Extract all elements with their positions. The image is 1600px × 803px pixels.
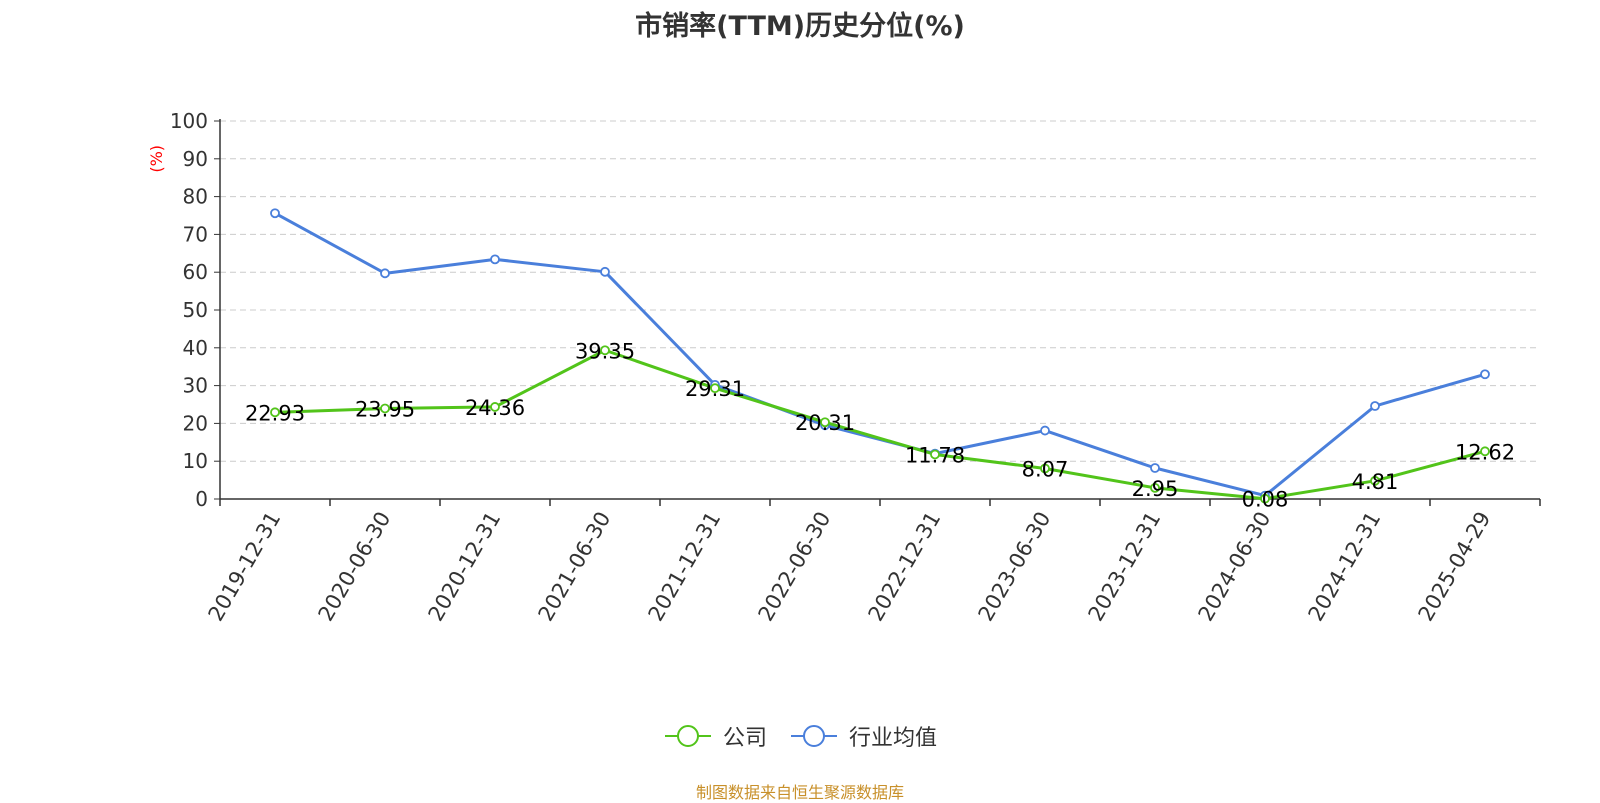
legend-label-company: 公司	[722, 726, 767, 751]
point-s1-10	[1370, 401, 1380, 411]
point-s0-2	[490, 402, 500, 412]
point-s0-1	[380, 403, 390, 414]
point-s1-1	[380, 268, 390, 279]
data-label-5: 20.31	[795, 411, 855, 435]
legend-label-industry-average: 行业均值	[849, 726, 938, 751]
data-label-0: 22.93	[245, 401, 305, 425]
data-label-8: 2.95	[1132, 477, 1179, 501]
data-label-3: 39.35	[575, 339, 635, 363]
tick-label-x-1: 2020-06-30	[314, 508, 396, 626]
legend-item-company[interactable]: 公司	[663, 720, 767, 752]
tick-label-y-70: 70	[183, 222, 208, 246]
data-label-11: 12.62	[1455, 440, 1515, 464]
series-lines	[274, 211, 1486, 501]
tick-label-y-100: 100	[170, 109, 208, 133]
tick-label-x-4: 2021-12-31	[644, 508, 726, 626]
grid-lines	[220, 120, 1540, 462]
data-label-2: 24.36	[465, 396, 525, 420]
tick-label-y-80: 80	[183, 185, 208, 209]
legend-symbol-company	[664, 725, 711, 747]
chart-title: 市销率(TTM)历史分位(%)	[635, 11, 965, 42]
point-s1-2	[490, 254, 500, 265]
point-s1-11	[1480, 369, 1490, 380]
point-s0-5	[820, 417, 830, 428]
point-s1-0	[270, 208, 280, 219]
data-source-note: 制图数据来自恒生聚源数据库	[695, 783, 904, 802]
tick-label-x-7: 2023-06-30	[974, 508, 1056, 626]
point-s0-0	[270, 407, 280, 418]
data-label-10: 4.81	[1352, 470, 1399, 494]
data-label-4: 29.31	[685, 377, 745, 401]
point-s0-11	[1480, 446, 1490, 457]
tick-label-x-10: 2024-12-31	[1304, 508, 1386, 626]
tick-label-y-20: 20	[183, 411, 208, 435]
legend-item-industry-average[interactable]: 行业均值	[789, 720, 937, 752]
y-axis-label: (%)	[147, 145, 166, 173]
tick-label-y-10: 10	[183, 449, 208, 473]
tick-label-x-3: 2021-06-30	[534, 508, 616, 626]
legend: 公司 行业均值	[0, 720, 1600, 752]
point-s0-8	[1150, 482, 1160, 493]
data-label-7: 8.07	[1022, 457, 1069, 481]
tick-label-y-30: 30	[183, 374, 208, 398]
data-label-9: 0.08	[1242, 488, 1289, 512]
point-s0-6	[930, 449, 940, 460]
point-s0-9	[1260, 493, 1270, 504]
axes: 0 10 20 30 40 50 60 70 80 90 100(%) 2019-12-31 2020-…	[147, 109, 1541, 626]
point-s0-3	[600, 345, 610, 356]
data-label-6: 11.78	[905, 443, 965, 467]
point-s1-7	[1040, 425, 1050, 436]
tick-label-y-60: 60	[183, 260, 208, 284]
data-labels: 22.93 23.95 24.36 39.35 29.31 20.31 11.78 8.07 2…	[245, 339, 1515, 511]
legend-symbol-industry-average	[791, 725, 837, 747]
data-label-1: 23.95	[355, 397, 415, 421]
tick-label-x-6: 2022-12-31	[864, 508, 946, 626]
tick-label-x-9: 2024-06-30	[1194, 508, 1276, 626]
point-s0-7	[1040, 463, 1050, 474]
tick-label-x-11: 2025-04-29	[1414, 508, 1496, 626]
point-s0-10	[1370, 475, 1380, 486]
tick-label-x-0: 2019-12-31	[204, 508, 286, 626]
tick-label-x-5: 2022-06-30	[754, 508, 836, 626]
tick-label-y-40: 40	[183, 336, 208, 360]
tick-label-x-8: 2023-12-31	[1084, 508, 1166, 626]
tick-label-y-0: 0	[195, 487, 208, 511]
tick-label-y-90: 90	[183, 147, 208, 171]
series-points	[270, 208, 1490, 504]
tick-label-y-50: 50	[183, 298, 208, 322]
point-s1-8	[1150, 463, 1160, 473]
tick-label-x-2: 2020-12-31	[424, 508, 506, 626]
series-line-0	[274, 348, 1486, 501]
point-s1-3	[600, 266, 610, 277]
point-s0-4	[710, 383, 720, 394]
series-line-1	[274, 211, 1486, 498]
